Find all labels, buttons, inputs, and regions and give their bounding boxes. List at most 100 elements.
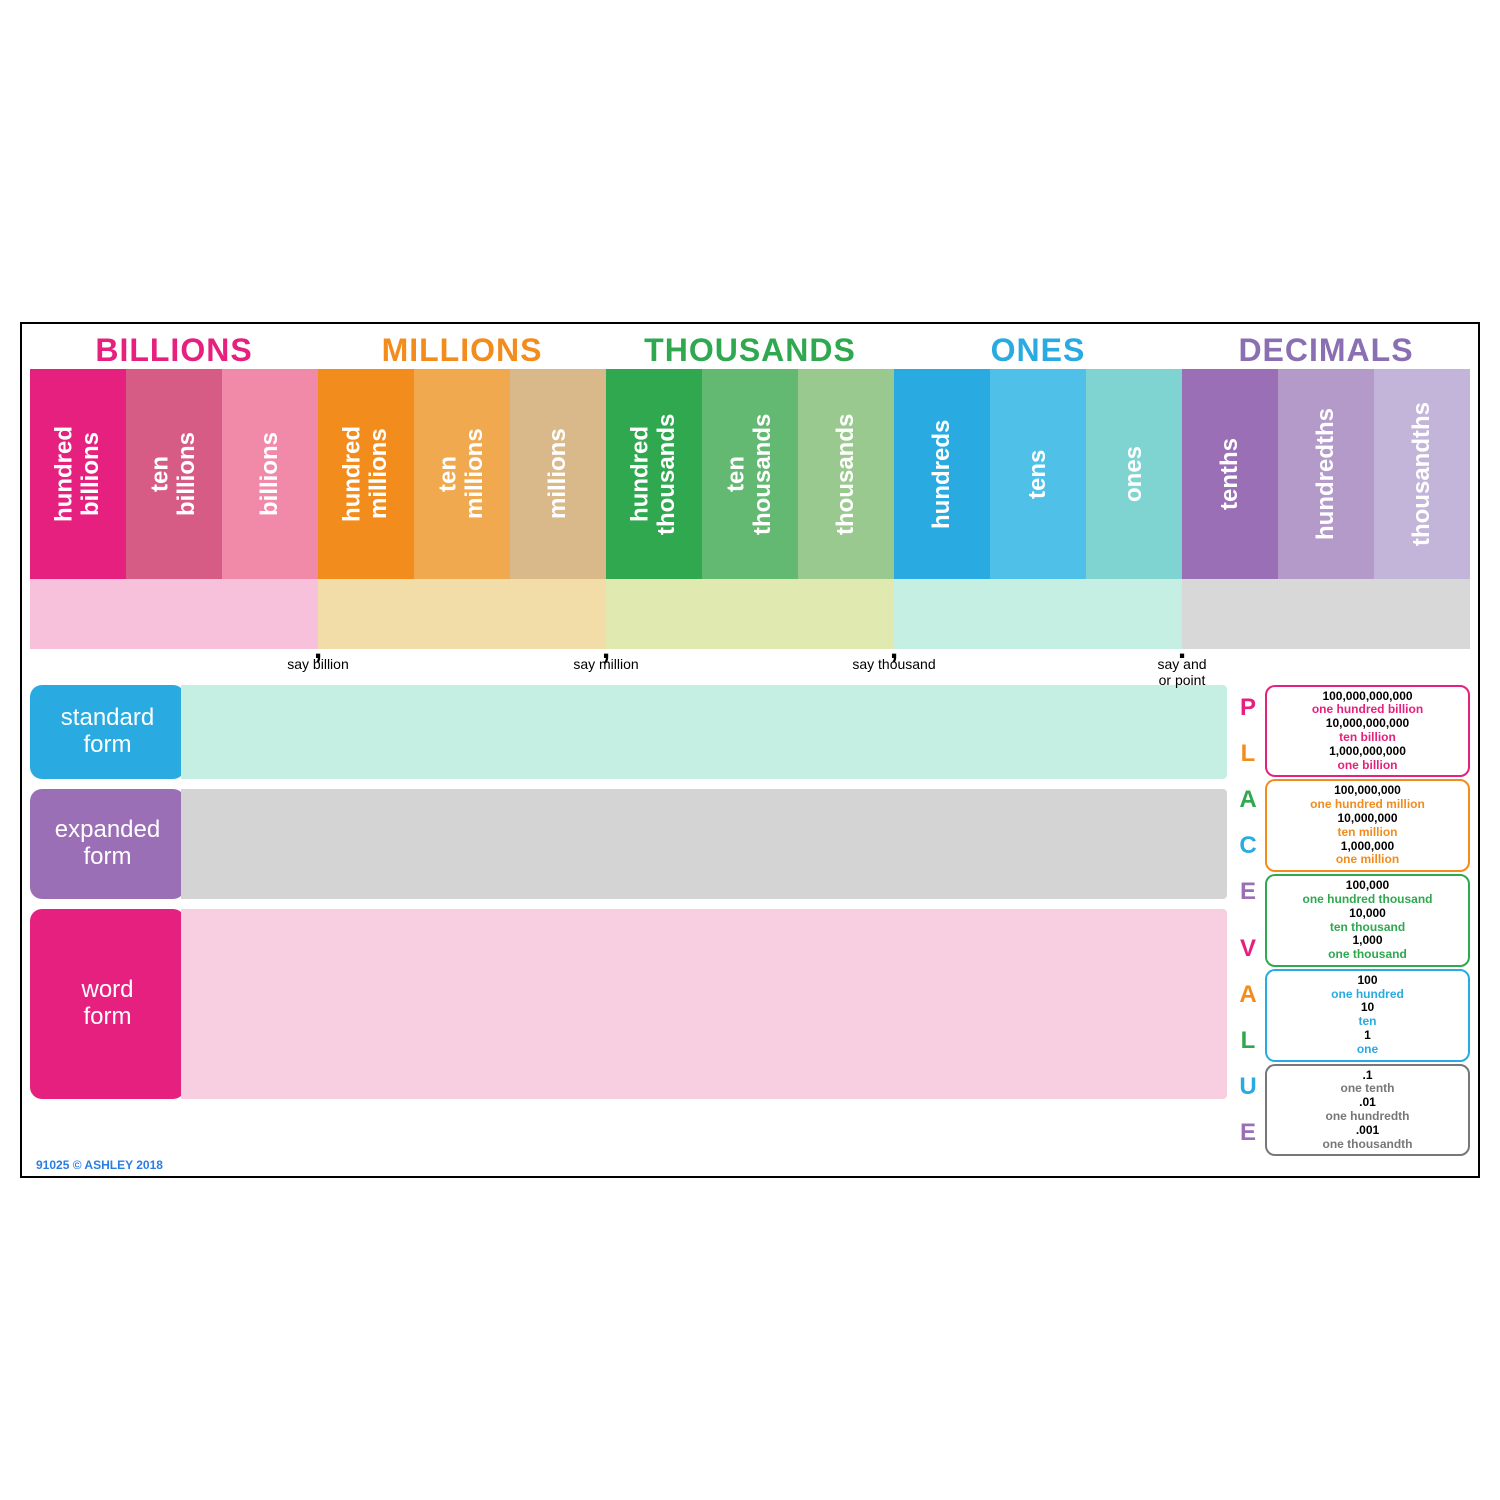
form-bar <box>181 909 1227 1099</box>
separator: ,say million <box>573 641 638 672</box>
header-group-billions: BILLIONS <box>30 332 318 369</box>
legend-num: 10,000,000,000 <box>1271 717 1464 731</box>
legend-num: 100,000,000,000 <box>1271 690 1464 704</box>
digit-cell-14 <box>1374 579 1470 649</box>
column-label: hundredths <box>1278 369 1374 579</box>
column-10: tens <box>990 369 1086 579</box>
legend-num: 100,000,000 <box>1271 784 1464 798</box>
column-label: hundredmillions <box>318 369 414 579</box>
digit-cell-11 <box>1086 579 1182 649</box>
legend-word: one million <box>1271 853 1464 867</box>
legend-letter: E <box>1235 1121 1261 1145</box>
legend-num: 100 <box>1271 974 1464 988</box>
column-label: tenbillions <box>126 369 222 579</box>
legend-word: ten million <box>1271 826 1464 840</box>
legend-box-1: 100,000,000one hundred million10,000,000… <box>1265 779 1470 872</box>
legend-num: 1,000 <box>1271 934 1464 948</box>
column-label: hundredthousands <box>606 369 702 579</box>
legend-box-0: 100,000,000,000one hundred billion10,000… <box>1265 685 1470 778</box>
digit-cell-9 <box>894 579 990 649</box>
header-group-ones: ONES <box>894 332 1182 369</box>
column-5: millions <box>510 369 606 579</box>
column-label: ones <box>1086 369 1182 579</box>
columns-row: hundredbillionstenbillionsbillionshundre… <box>30 369 1470 579</box>
legend-num: .1 <box>1271 1069 1464 1083</box>
legend-num: .01 <box>1271 1096 1464 1110</box>
legend-word: one <box>1271 1043 1464 1057</box>
legend-num: 1,000,000,000 <box>1271 745 1464 759</box>
header-group-decimals: DECIMALS <box>1182 332 1470 369</box>
forms-left: standardform expandedformwordform <box>30 685 1227 1157</box>
separator-row: ,say billion,say million,say thousand.sa… <box>30 649 1470 685</box>
column-label: billions <box>222 369 318 579</box>
legend-title: PLACEVALUE <box>1235 685 1261 1157</box>
column-label: thousandths <box>1374 369 1470 579</box>
legend-num: 1,000,000 <box>1271 840 1464 854</box>
place-value-chart: BILLIONSMILLIONSTHOUSANDSONESDECIMALS hu… <box>20 322 1480 1179</box>
digit-cell-7 <box>702 579 798 649</box>
column-1: tenbillions <box>126 369 222 579</box>
footer-credit: 91025 © ASHLEY 2018 <box>36 1158 163 1172</box>
header-group-millions: MILLIONS <box>318 332 606 369</box>
column-7: tenthousands <box>702 369 798 579</box>
form-row-2: wordform <box>30 909 1227 1099</box>
digit-row <box>30 579 1470 649</box>
legend-letter: L <box>1235 1029 1261 1053</box>
form-bar <box>181 789 1227 899</box>
separator: ,say billion <box>287 641 348 672</box>
legend-num: 1 <box>1271 1029 1464 1043</box>
header-group-thousands: THOUSANDS <box>606 332 894 369</box>
digit-cell-10 <box>990 579 1086 649</box>
column-14: thousandths <box>1374 369 1470 579</box>
legend-word: ten billion <box>1271 731 1464 745</box>
legend-letter: A <box>1235 983 1261 1007</box>
digit-cell-4 <box>414 579 510 649</box>
legend-word: one tenth <box>1271 1082 1464 1096</box>
digit-cell-12 <box>1182 579 1278 649</box>
legend-box-2: 100,000one hundred thousand10,000ten tho… <box>1265 874 1470 967</box>
column-label: tens <box>990 369 1086 579</box>
column-label: thousands <box>798 369 894 579</box>
legend-word: one hundred thousand <box>1271 893 1464 907</box>
legend-word: one billion <box>1271 759 1464 773</box>
legend-word: ten <box>1271 1015 1464 1029</box>
legend-num: 10 <box>1271 1001 1464 1015</box>
column-2: billions <box>222 369 318 579</box>
digit-cell-0 <box>30 579 126 649</box>
legend-panel: PLACEVALUE 100,000,000,000one hundred bi… <box>1235 685 1470 1157</box>
legend-letter: L <box>1235 742 1261 766</box>
legend-letter: V <box>1235 937 1261 961</box>
legend-word: one hundred <box>1271 988 1464 1002</box>
digit-cell-6 <box>606 579 702 649</box>
column-12: tenths <box>1182 369 1278 579</box>
legend-word: one thousand <box>1271 948 1464 962</box>
legend-word: one hundred million <box>1271 798 1464 812</box>
column-11: ones <box>1086 369 1182 579</box>
digit-cell-5 <box>510 579 606 649</box>
form-tag: standardform <box>30 685 185 779</box>
legend-num: 10,000,000 <box>1271 812 1464 826</box>
digit-cell-8 <box>798 579 894 649</box>
column-label: millions <box>510 369 606 579</box>
header-row: BILLIONSMILLIONSTHOUSANDSONESDECIMALS <box>30 332 1470 369</box>
form-bar <box>181 685 1227 779</box>
column-8: thousands <box>798 369 894 579</box>
legend-letter: A <box>1235 788 1261 812</box>
digit-cell-2 <box>222 579 318 649</box>
column-label: tenths <box>1182 369 1278 579</box>
legend-num: 100,000 <box>1271 879 1464 893</box>
legend-num: 10,000 <box>1271 907 1464 921</box>
digit-cell-3 <box>318 579 414 649</box>
column-label: hundredbillions <box>30 369 126 579</box>
legend-word: one hundred billion <box>1271 703 1464 717</box>
legend-letter: P <box>1235 696 1261 720</box>
legend-boxes: 100,000,000,000one hundred billion10,000… <box>1265 685 1470 1157</box>
legend-letter: E <box>1235 880 1261 904</box>
form-row-1: expandedform <box>30 789 1227 899</box>
column-13: hundredths <box>1278 369 1374 579</box>
digit-cell-1 <box>126 579 222 649</box>
legend-word: ten thousand <box>1271 921 1464 935</box>
legend-word: one hundredth <box>1271 1110 1464 1124</box>
legend-box-3: 100one hundred10ten1one <box>1265 969 1470 1062</box>
column-label: tenthousands <box>702 369 798 579</box>
